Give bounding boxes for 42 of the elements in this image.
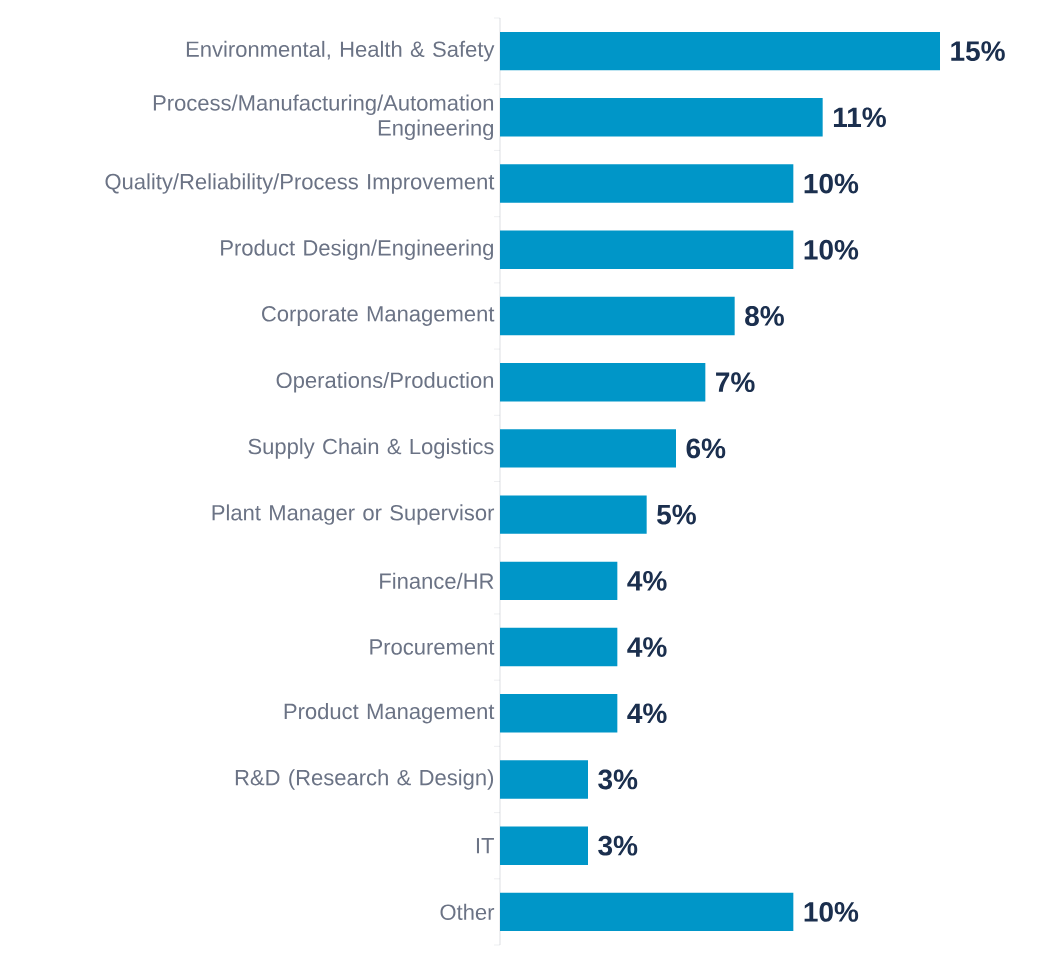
data-label: 8%	[745, 306, 784, 326]
y-tick-label: Supply Chain & Logistics	[248, 438, 494, 459]
y-tick-label: Operations/Production	[276, 371, 494, 393]
data-label: 10%	[804, 173, 859, 194]
y-tick-label: Product Management	[284, 703, 495, 724]
data-label: 7%	[716, 372, 755, 393]
data-label: 4%	[627, 703, 667, 724]
y-tick-label: Environmental, Health & Safety	[186, 40, 495, 62]
y-tick-label: Product Design/Engineering	[221, 239, 493, 260]
bar	[500, 627, 618, 667]
bar	[500, 826, 588, 865]
y-tick-label: IT	[476, 838, 494, 854]
bar	[500, 495, 647, 534]
y-tick-label: Process/Manufacturing/Automation Engineering	[153, 94, 494, 141]
bar	[500, 429, 676, 468]
data-label: 10%	[804, 239, 859, 260]
bar	[500, 164, 794, 203]
bar	[500, 760, 588, 799]
data-label: 3%	[598, 835, 638, 856]
y-tick-label: Procurement	[370, 639, 495, 655]
bar	[500, 694, 618, 733]
y-tick-label: R&D (Research & Design)	[235, 769, 494, 790]
data-label: 10%	[804, 902, 859, 922]
bar	[500, 892, 794, 932]
y-tick-label: Corporate Management	[262, 306, 495, 326]
data-label: 4%	[627, 637, 667, 657]
data-label: 15%	[951, 41, 1005, 61]
y-tick-label: Plant Manager or Supervisor	[212, 504, 495, 525]
data-label: 5%	[657, 504, 696, 525]
y-tick-label: Finance/HR	[380, 572, 494, 589]
y-tick-label: Quality/Reliability/Process Improvement	[105, 173, 495, 194]
data-label: 6%	[686, 438, 726, 459]
bar	[500, 362, 706, 402]
bar	[500, 98, 823, 137]
data-label: 3%	[598, 769, 638, 790]
data-label: 11%	[833, 107, 886, 128]
bar	[500, 561, 618, 601]
data-label: 4%	[627, 570, 667, 591]
y-tick-label: Other	[440, 903, 495, 920]
bar	[500, 31, 940, 71]
bar	[500, 296, 735, 336]
bar	[500, 230, 794, 269]
